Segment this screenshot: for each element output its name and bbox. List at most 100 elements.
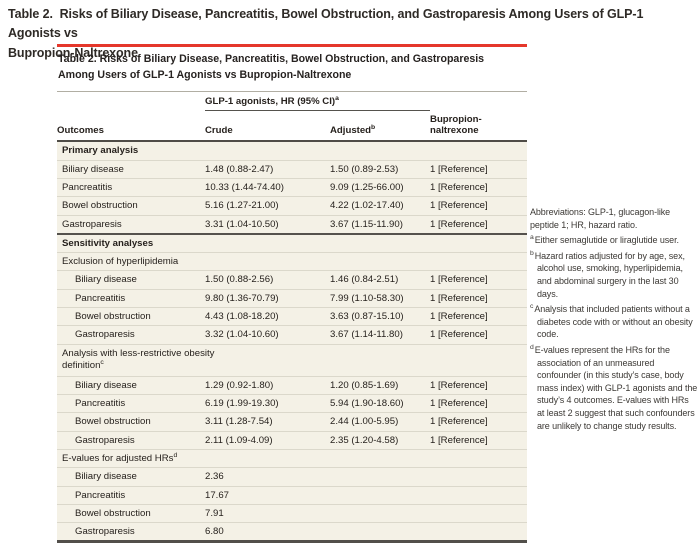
table-header: GLP-1 agonists, HR (95% CI)a Outcomes Cr… [57,90,528,143]
comparator-cell: 1 [Reference] [430,196,528,216]
comparator-cell [430,503,528,523]
outcome-cell: Pancreatitis [57,288,205,308]
table-body: Primary analysis Biliary disease 1.48 (0.8… [57,141,528,543]
outcome-cell: Bowel obstruction [57,503,205,523]
crude-value-cell: 17.67 [205,485,330,505]
subsection-row: Analysis with less-restrictive obesity d… [57,343,528,377]
adjusted-value-cell: 7.99 (1.10-58.30) [330,288,431,308]
outcome-cell: Pancreatitis [57,177,205,197]
comparator-cell: 1 [Reference] [430,325,528,345]
outcome-cell: Bowel obstruction [57,412,205,432]
footnote-b-text: Hazard ratios adjusted for by age, sex, … [534,250,685,299]
footnote-a-marker: a [530,234,534,242]
adjusted-value-cell: 5.94 (1.90-18.60) [330,393,431,413]
table-row: Biliary disease 1.29 (0.92-1.80) 1.20 (0.8… [57,375,528,395]
column-header-crude: Crude [205,110,330,143]
section-row: Sensitivity analyses [57,232,528,253]
crude-value-cell: 3.32 (1.04-10.60) [205,325,330,345]
adjusted-value-cell [330,467,431,487]
footnote-marker: c [100,359,104,366]
table-row: Bowel obstruction 3.11 (1.28-7.54) 2.44 (1… [57,412,528,432]
table-row: Pancreatitis 9.80 (1.36-70.79) 7.99 (1.10-… [57,288,528,308]
crude-value-cell: 10.33 (1.44-74.40) [205,177,330,197]
column-header-outcomes: Outcomes [57,110,205,143]
table-row: Biliary disease 1.48 (0.88-2.47) 1.50 (0.8… [57,159,528,179]
comparator-cell [430,522,528,543]
comparator-cell: 1 [Reference] [430,412,528,432]
crude-value-cell: 3.31 (1.04-10.50) [205,214,330,234]
figure-title-line2: Bupropion-Naltrexone [8,45,138,60]
adjusted-value-cell: 1.50 (0.89-2.53) [330,159,431,179]
accent-rule [57,44,527,47]
comparator-cell: 1 [Reference] [430,270,528,290]
crude-value-cell: 6.19 (1.99-19.30) [205,393,330,413]
footnote-c: cAnalysis that included patients without… [530,303,698,341]
adjusted-value-cell: 3.67 (1.15-11.90) [330,214,431,234]
footnote-c-text: Analysis that included patients without … [534,304,693,340]
results-table: GLP-1 agonists, HR (95% CI)a Outcomes Cr… [57,90,528,543]
footnote-d-marker: d [530,343,534,351]
group-header-cell: GLP-1 agonists, HR (95% CI)a [205,90,431,111]
crude-value-cell: 5.16 (1.27-21.00) [205,196,330,216]
table-row: Bowel obstruction 5.16 (1.27-21.00) 4.22 (… [57,196,528,216]
footnote-c-marker: c [530,303,534,311]
adjusted-value-cell [330,485,431,505]
table-row: Gastroparesis 2.11 (1.09-4.09) 2.35 (1.20-… [57,430,528,450]
outcome-cell: Biliary disease [57,375,205,395]
outcome-cell: Pancreatitis [57,485,205,505]
figure-title: Table 2. Risks of Biliary Disease, Pancr… [8,5,698,63]
table-row: Pancreatitis 10.33 (1.44-74.40) 9.09 (1.25… [57,177,528,197]
crude-value-cell: 4.43 (1.08-18.20) [205,307,330,326]
column-header-adjusted-label: Adjusted [330,125,372,137]
group-header-spacer [430,90,528,111]
table-row: Biliary disease 1.50 (0.88-2.56) 1.46 (0.8… [57,270,528,290]
comparator-cell: 1 [Reference] [430,430,528,450]
outcome-cell: Biliary disease [57,270,205,290]
adjusted-value-cell: 2.35 (1.20-4.58) [330,430,431,450]
outcome-cell: Bowel obstruction [57,196,205,216]
table-row: Gastroparesis 3.32 (1.04-10.60) 3.67 (1.14… [57,325,528,345]
column-header-comparator: Bupropion-naltrexone [430,110,528,143]
table-title-line1: Table 2. Risks of Biliary Disease, Pancr… [58,53,485,65]
group-header-spacer [57,90,205,111]
comparator-cell: 1 [Reference] [430,307,528,326]
adjusted-value-cell: 3.63 (0.87-15.10) [330,307,431,326]
footnote-marker: d [173,451,178,459]
comparator-cell [430,485,528,505]
comparator-cell: 1 [Reference] [430,288,528,308]
column-header-adjusted: Adjustedb [330,110,431,143]
table-title-line2: Among Users of GLP-1 Agonists vs Bupropi… [58,68,352,81]
adjusted-value-cell [330,503,431,523]
footnotes-panel: Abbreviations: GLP-1, glucagon-like pept… [530,206,698,435]
footnote-b-marker: b [530,249,534,257]
comparator-cell: 1 [Reference] [430,214,528,234]
table-row: Pancreatitis 17.67 [57,485,528,505]
subsection-label: E-values for adjusted HRsd [57,448,528,468]
section-row: Primary analysis [57,141,528,161]
adjusted-footnote-marker: b [371,124,376,132]
crude-value-cell: 1.50 (0.88-2.56) [205,270,330,290]
crude-value-cell: 1.48 (0.88-2.47) [205,159,330,179]
table-card: Table 2. Risks of Biliary Disease, Pancr… [57,44,528,543]
group-header-label: GLP-1 agonists, HR (95% CI) [205,95,336,107]
outcome-cell: Biliary disease [57,467,205,487]
footnote-d: dE-values represent the HRs for the asso… [530,344,698,432]
subsection-label: Exclusion of hyperlipidemia [57,252,528,271]
crude-value-cell: 1.29 (0.92-1.80) [205,375,330,395]
outcome-cell: Pancreatitis [57,393,205,413]
table-row: Gastroparesis 3.31 (1.04-10.50) 3.67 (1.15… [57,214,528,234]
table-title: Table 2. Risks of Biliary Disease, Pancr… [57,47,527,91]
table-row: Bowel obstruction 4.43 (1.08-18.20) 3.63 (… [57,307,528,326]
comparator-cell: 1 [Reference] [430,375,528,395]
subsection-row: Exclusion of hyperlipidemia [57,252,528,271]
adjusted-value-cell: 1.20 (0.85-1.69) [330,375,431,395]
section-label: Sensitivity analyses [57,232,528,253]
crude-value-cell: 3.11 (1.28-7.54) [205,412,330,432]
adjusted-value-cell: 1.46 (0.84-2.51) [330,270,431,290]
comparator-cell [430,467,528,487]
crude-value-cell: 2.36 [205,467,330,487]
crude-value-cell: 7.91 [205,503,330,523]
figure-title-line1: Table 2. Risks of Biliary Disease, Pancr… [8,7,644,41]
column-header-row: Outcomes Crude Adjustedb Bupropion-naltr… [57,110,528,143]
adjusted-value-cell: 3.67 (1.14-11.80) [330,325,431,345]
